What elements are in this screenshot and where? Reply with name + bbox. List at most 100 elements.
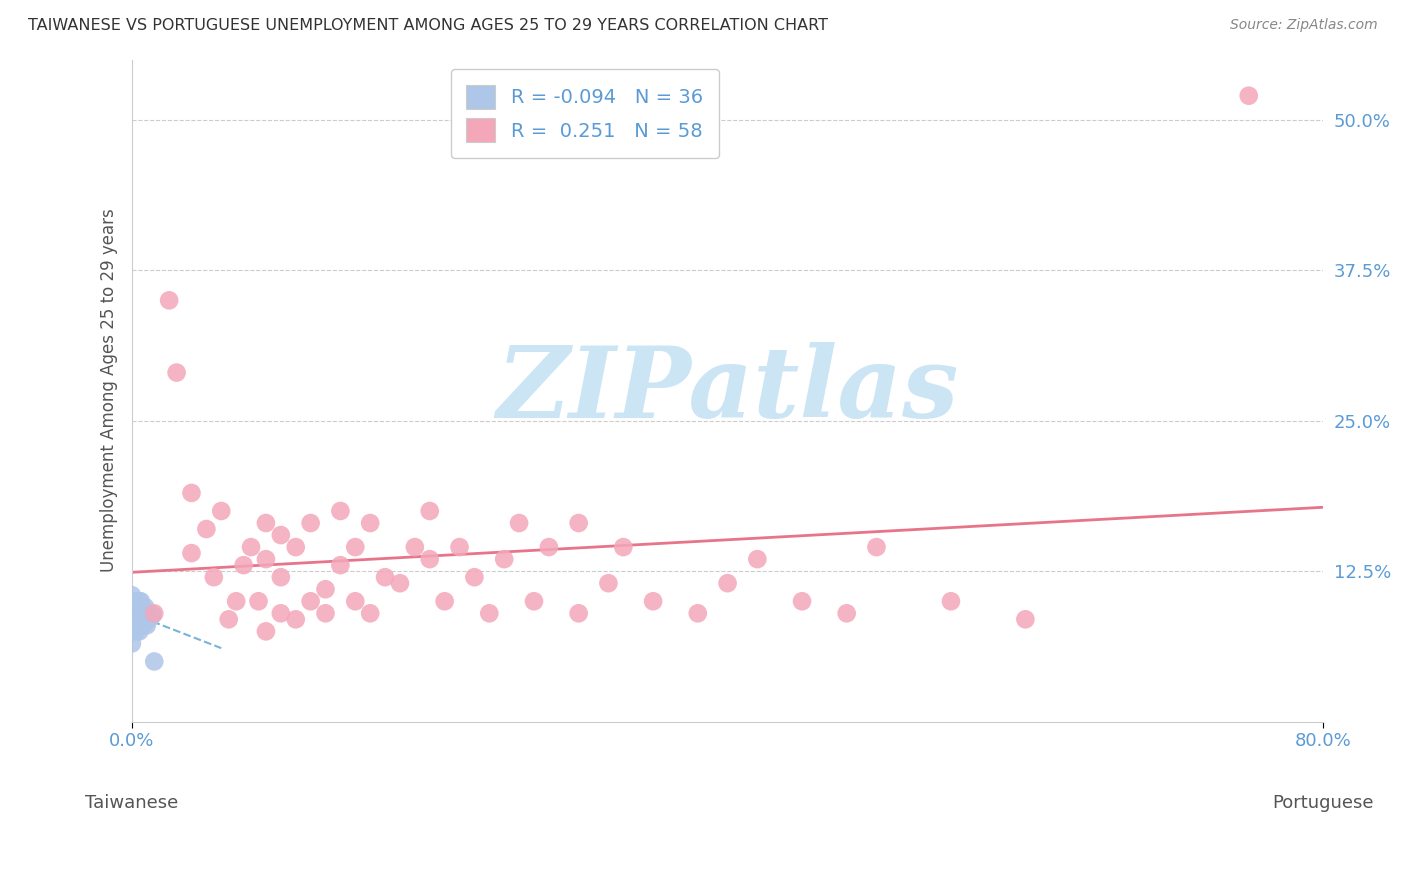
Point [135, 607, 157, 621]
Point [247, 594, 270, 608]
Point [598, 576, 620, 591]
Point [125, 612, 148, 626]
Point [136, 612, 159, 626]
Point [128, 612, 150, 626]
Point [127, 600, 149, 615]
Point [790, 594, 813, 608]
Point [129, 607, 152, 621]
Point [135, 618, 157, 632]
Point [129, 594, 152, 608]
Point [132, 618, 155, 632]
Point [202, 570, 225, 584]
Point [127, 607, 149, 621]
Point [128, 607, 150, 621]
Point [121, 624, 143, 639]
Text: Portuguese: Portuguese [1272, 794, 1374, 812]
Point [478, 607, 501, 621]
Point [419, 504, 441, 518]
Point [329, 558, 352, 573]
Point [344, 540, 367, 554]
Point [359, 607, 381, 621]
Point [344, 594, 367, 608]
Point [195, 522, 218, 536]
Point [136, 607, 159, 621]
Point [240, 540, 263, 554]
Point [686, 607, 709, 621]
Point [388, 576, 411, 591]
Point [284, 540, 307, 554]
Legend: R = -0.094   N = 36, R =  0.251   N = 58: R = -0.094 N = 36, R = 0.251 N = 58 [451, 70, 718, 158]
Point [643, 594, 665, 608]
Point [270, 570, 292, 584]
Point [131, 612, 153, 626]
Text: Taiwanese: Taiwanese [86, 794, 179, 812]
Point [865, 540, 887, 554]
Point [142, 607, 165, 622]
Point [124, 594, 146, 608]
Point [225, 594, 247, 608]
Point [139, 608, 162, 623]
Point [218, 612, 240, 626]
Point [254, 624, 277, 639]
Point [463, 570, 485, 584]
Point [125, 624, 148, 639]
Point [141, 610, 163, 624]
Point [254, 552, 277, 566]
Point [124, 607, 146, 621]
Point [131, 607, 153, 621]
Point [134, 600, 156, 615]
Point [143, 607, 166, 621]
Point [747, 552, 769, 566]
Point [939, 594, 962, 608]
Point [299, 594, 322, 608]
Point [180, 546, 202, 560]
Point [270, 528, 292, 542]
Point [121, 612, 143, 626]
Point [254, 516, 277, 530]
Point [359, 516, 381, 530]
Point [131, 600, 153, 615]
Y-axis label: Unemployment Among Ages 25 to 29 years: Unemployment Among Ages 25 to 29 years [100, 209, 118, 573]
Point [1014, 612, 1036, 626]
Point [284, 612, 307, 626]
Point [128, 624, 150, 639]
Point [128, 594, 150, 608]
Point [143, 655, 166, 669]
Text: TAIWANESE VS PORTUGUESE UNEMPLOYMENT AMONG AGES 25 TO 29 YEARS CORRELATION CHART: TAIWANESE VS PORTUGUESE UNEMPLOYMENT AMO… [28, 18, 828, 33]
Point [121, 600, 143, 615]
Point [494, 552, 516, 566]
Point [315, 582, 337, 597]
Point [180, 486, 202, 500]
Point [329, 504, 352, 518]
Point [433, 594, 456, 608]
Point [299, 516, 322, 530]
Point [157, 293, 180, 308]
Point [374, 570, 396, 584]
Point [209, 504, 232, 518]
Point [568, 607, 591, 621]
Point [121, 636, 143, 650]
Point [404, 540, 426, 554]
Point [121, 588, 143, 602]
Point [508, 516, 530, 530]
Point [568, 516, 591, 530]
Text: ZIPatlas: ZIPatlas [496, 343, 959, 439]
Point [419, 552, 441, 566]
Point [1237, 88, 1260, 103]
Point [612, 540, 634, 554]
Point [232, 558, 254, 573]
Point [134, 612, 156, 626]
Point [835, 607, 858, 621]
Point [134, 607, 156, 621]
Point [125, 600, 148, 615]
Point [716, 576, 738, 591]
Point [315, 607, 337, 621]
Point [166, 366, 188, 380]
Point [132, 607, 155, 621]
Point [127, 618, 149, 632]
Point [537, 540, 560, 554]
Point [270, 607, 292, 621]
Text: Source: ZipAtlas.com: Source: ZipAtlas.com [1230, 18, 1378, 32]
Point [129, 618, 152, 632]
Point [449, 540, 471, 554]
